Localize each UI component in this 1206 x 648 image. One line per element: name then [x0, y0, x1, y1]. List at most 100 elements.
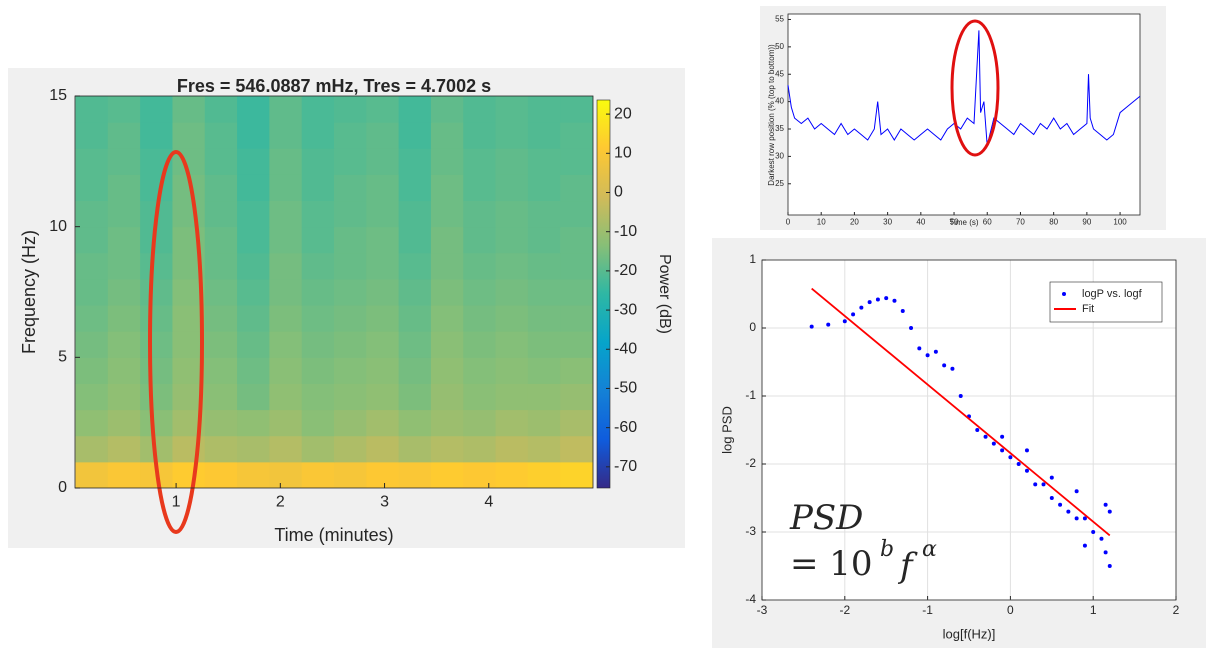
- heatmap-cell: [463, 122, 497, 149]
- heatmap-cell: [75, 357, 109, 384]
- scatter-point: [1074, 516, 1079, 521]
- heatmap-cell: [301, 174, 335, 202]
- scatter-point: [975, 428, 980, 432]
- scatter-point: [892, 298, 897, 303]
- line-chart: 0 10 20 30 40 50 60 70 80 90 100 25 30 35 40 45 50 55: [775, 13, 1141, 226]
- colorbar-tick-label: -10: [614, 223, 637, 240]
- x-axis-label: Time (minutes): [274, 525, 393, 545]
- formula: PSD = 10 b f α: [789, 498, 937, 586]
- heatmap-cell: [334, 357, 367, 384]
- heatmap-cell: [430, 174, 464, 202]
- heatmap-cell: [172, 331, 206, 358]
- heatmap-cell: [237, 331, 270, 358]
- heatmap-cell: [204, 96, 238, 123]
- heatmap-cell: [366, 435, 400, 463]
- heatmap-cell: [237, 148, 270, 175]
- heatmap-cell: [334, 96, 367, 123]
- heatmap-cell: [495, 357, 529, 384]
- heatmap-cell: [140, 96, 173, 123]
- scatter-point: [983, 434, 988, 439]
- x-tick-label: 80: [1049, 217, 1058, 226]
- scatter-point: [1049, 475, 1054, 480]
- heatmap-cell: [75, 174, 109, 202]
- scatter-point: [1103, 550, 1108, 555]
- heatmap-cell: [269, 461, 303, 488]
- heatmap-cell: [527, 278, 561, 306]
- heatmap-cell: [495, 226, 529, 254]
- heatmap-cell: [75, 435, 109, 463]
- x-tick-label: 4: [484, 494, 493, 511]
- x-tick-label: 30: [883, 217, 892, 226]
- heatmap-cell: [560, 200, 593, 228]
- scatter-point: [1058, 502, 1063, 507]
- heatmap-cell: [398, 409, 432, 437]
- heatmap-cell: [560, 409, 593, 437]
- y-tick-label: 5: [58, 349, 67, 366]
- y-tick-label: -1: [745, 388, 756, 402]
- heatmap-cell: [430, 122, 464, 149]
- heatmap-cell: [204, 200, 238, 228]
- x-tick-label: 20: [850, 217, 859, 226]
- x-tick-label: 60: [983, 217, 992, 226]
- heatmap-cell: [75, 409, 109, 437]
- heatmap-cell: [140, 122, 173, 149]
- heatmap-cell: [301, 435, 335, 463]
- heatmap-cell: [301, 148, 335, 175]
- heatmap-cell: [269, 331, 303, 358]
- heatmap-cell: [301, 461, 335, 488]
- heatmap-cell: [172, 122, 206, 149]
- scatter-point: [950, 366, 955, 371]
- y-axis-label: log PSD: [719, 406, 734, 454]
- scatter-point: [809, 324, 814, 329]
- heatmap-cell: [430, 435, 464, 463]
- heatmap-cell: [430, 409, 464, 437]
- heatmap-cell: [366, 174, 400, 202]
- heatmap-cell: [237, 122, 270, 149]
- heatmap-cell: [334, 148, 367, 175]
- heatmap-cell: [495, 174, 529, 202]
- heatmap-cell: [237, 357, 270, 384]
- heatmap-cell: [560, 174, 593, 202]
- line-series: [787, 30, 1141, 146]
- y-tick-label: 40: [775, 97, 784, 106]
- heatmap-cell: [237, 252, 270, 280]
- legend-swatch: [1062, 292, 1066, 296]
- legend-box: [1049, 281, 1163, 323]
- heatmap-cell: [140, 305, 173, 332]
- chart-title: Fres = 546.0887 mHz, Tres = 4.7002 s: [177, 76, 491, 96]
- heatmap-cell: [301, 331, 335, 358]
- heatmap-cell: [366, 96, 400, 123]
- heatmap-cell: [463, 200, 497, 228]
- heatmap-cell: [398, 226, 432, 254]
- heatmap-cell: [560, 96, 593, 123]
- heatmap-cell: [398, 252, 432, 280]
- heatmap-cell: [430, 331, 464, 358]
- colorbar-tick-label: -50: [614, 380, 637, 397]
- scatter-point: [942, 363, 947, 368]
- heatmap-cell: [527, 461, 561, 488]
- heatmap-cell: [269, 122, 303, 149]
- x-tick-label: 2: [1173, 603, 1180, 617]
- scatter-point: [1103, 502, 1108, 507]
- heatmap-cell: [560, 226, 593, 254]
- heatmap-cell: [107, 331, 141, 358]
- heatmap-cell: [366, 409, 400, 437]
- scatter-point: [1008, 455, 1013, 460]
- heatmap-cell: [75, 252, 109, 280]
- heatmap-cell: [430, 357, 464, 384]
- scatter-point: [1082, 543, 1087, 548]
- heatmap-cell: [366, 331, 400, 358]
- heatmap-cell: [366, 461, 400, 488]
- heatmap-cell: [334, 435, 367, 463]
- heatmap-cell: [334, 226, 367, 254]
- heatmap-cell: [366, 148, 400, 175]
- x-tick-label: 2: [276, 494, 285, 511]
- heatmap-cell: [107, 278, 141, 306]
- heatmap-cell: [560, 357, 593, 384]
- heatmap-cell: [527, 96, 561, 123]
- heatmap-cell: [463, 305, 497, 332]
- heatmap-cell: [560, 122, 593, 149]
- heatmap-cell: [107, 252, 141, 280]
- x-tick-label: -3: [757, 603, 768, 617]
- x-tick-label: 1: [172, 494, 181, 511]
